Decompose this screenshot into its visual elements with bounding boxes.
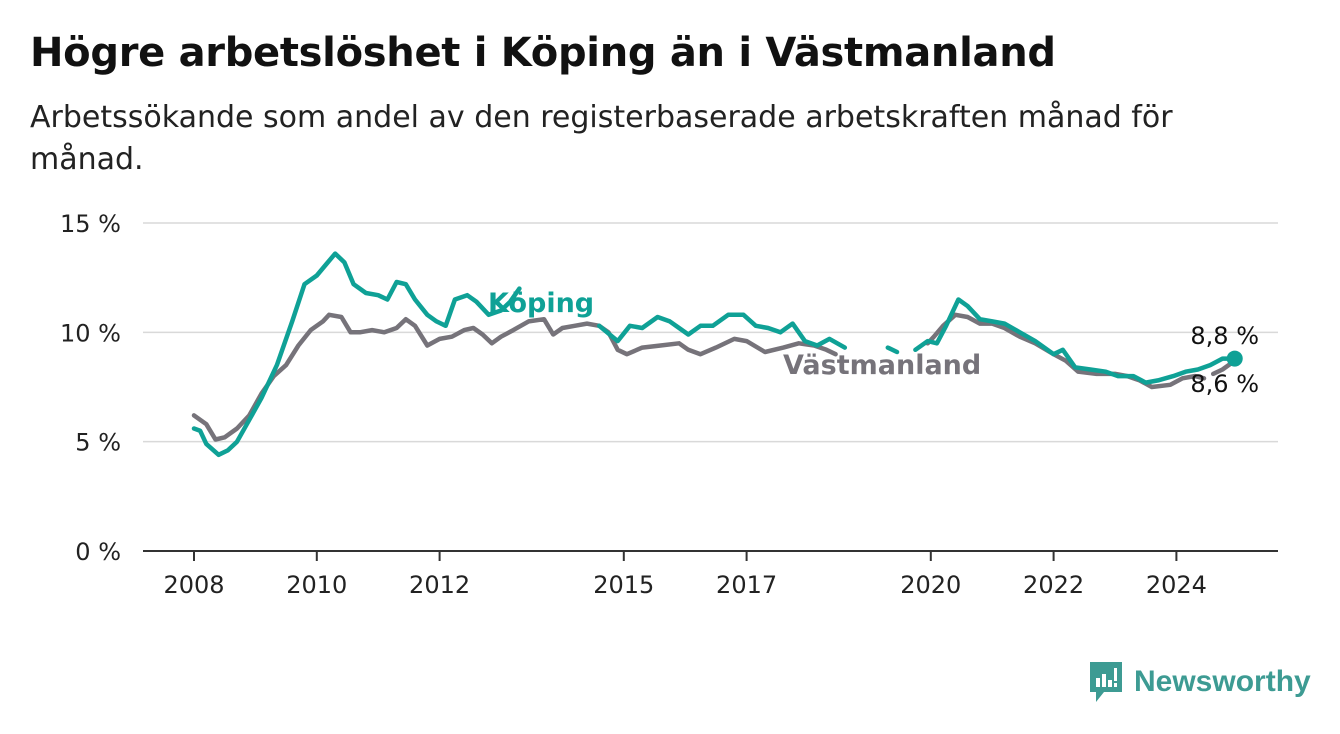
end-marker-koping [1226,350,1243,367]
x-tick-label: 2020 [900,571,961,599]
brand-name: Newsworthy [1134,665,1311,698]
y-tick-label: 10 % [60,319,121,347]
y-tick-label: 0 % [75,538,121,566]
series-annotations: Köping Västmanland 8,8 % 8,6 % [488,288,1259,398]
newsworthy-brand[interactable]: Newsworthy [1088,660,1311,704]
series-line-v-stmanland [191,312,838,442]
series-line-v-stmanland [1210,360,1234,377]
series-line-k-ping [913,297,1237,385]
series-line-k-ping [596,312,848,350]
x-tick-label: 2022 [1023,571,1084,599]
y-axis-ticks: 0 % 5 % 10 % 15 % [60,210,121,566]
series-label-vastmanland: Västmanland [783,350,981,381]
x-axis-ticks: 2008 2010 2012 2015 2017 2020 2022 2024 [163,551,1207,599]
y-tick-label: 15 % [60,210,121,238]
end-label-koping: 8,8 % [1190,322,1259,350]
x-tick-label: 2008 [163,571,224,599]
x-tick-label: 2024 [1146,571,1207,599]
series-label-koping: Köping [488,288,594,319]
series-lines [191,251,1237,458]
x-tick-label: 2015 [593,571,654,599]
chart-title: Högre arbetslöshet i Köping än i Västman… [30,30,1056,76]
series-line-k-ping [885,345,900,355]
x-tick-label: 2017 [716,571,777,599]
x-tick-label: 2010 [286,571,347,599]
end-label-vastmanland: 8,6 % [1190,370,1259,398]
series-line-v-stmanland [925,312,1207,390]
x-tick-label: 2012 [409,571,470,599]
y-tick-label: 5 % [75,429,121,457]
newsworthy-logo-icon [1090,662,1122,702]
grid-lines [143,222,1278,552]
chart-subtitle: Arbetssökande som andel av den registerb… [30,100,1173,177]
series-line-k-ping [191,251,522,458]
